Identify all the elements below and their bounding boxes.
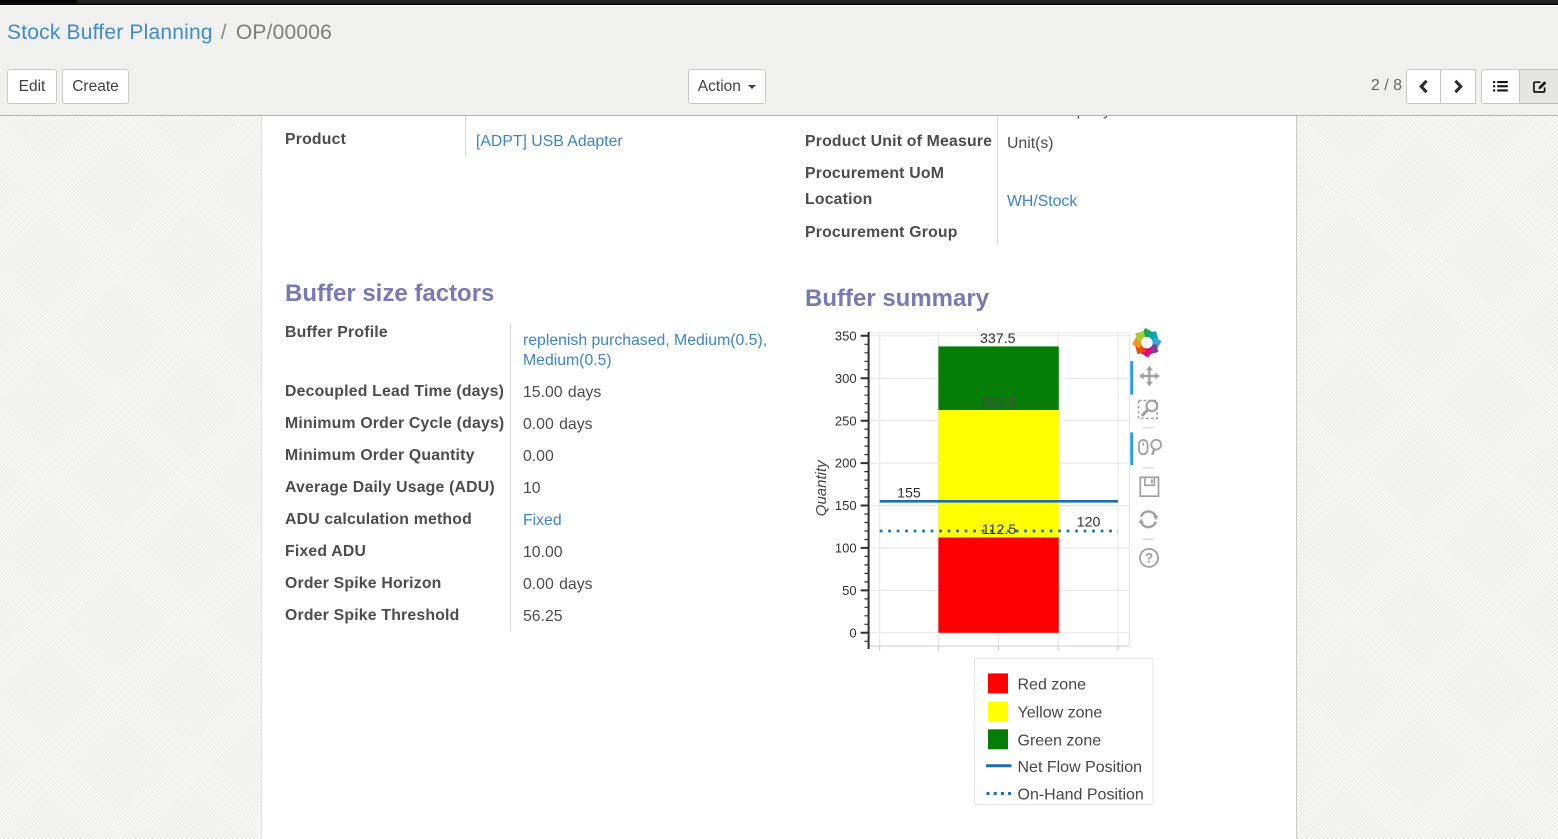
svg-text:Quantity: Quantity: [813, 459, 830, 516]
svg-text:50: 50: [842, 583, 856, 598]
svg-text:Red zone: Red zone: [1018, 676, 1087, 693]
svg-text:350: 350: [835, 328, 857, 343]
svg-text:Green zone: Green zone: [1018, 732, 1102, 749]
svg-text:155: 155: [897, 485, 921, 501]
svg-text:Net Flow Position: Net Flow Position: [1018, 759, 1143, 776]
svg-text:300: 300: [835, 371, 857, 386]
svg-text:On-Hand Position: On-Hand Position: [1018, 786, 1144, 803]
svg-text:262.5: 262.5: [981, 396, 1017, 412]
svg-text:150: 150: [835, 498, 857, 513]
svg-text:337.5: 337.5: [980, 331, 1016, 347]
svg-text:112.5: 112.5: [982, 522, 1017, 538]
svg-text:200: 200: [835, 456, 857, 471]
svg-text:120: 120: [1077, 514, 1101, 530]
svg-text:250: 250: [835, 413, 857, 428]
svg-text:100: 100: [835, 541, 857, 556]
svg-text:0: 0: [849, 625, 856, 640]
svg-text:Yellow zone: Yellow zone: [1018, 705, 1103, 722]
svg-text:?: ?: [1145, 551, 1153, 566]
